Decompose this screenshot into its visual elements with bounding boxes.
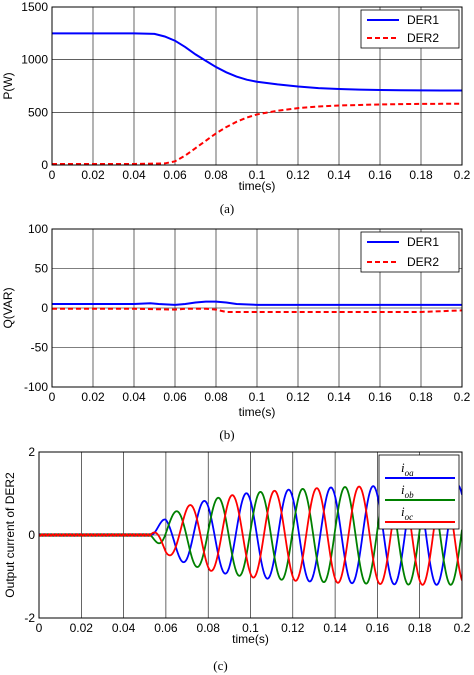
- x-tick-label: 0.04: [122, 390, 146, 404]
- x-tick-label: 0.04: [122, 168, 146, 182]
- x-tick-label: 0.2: [454, 168, 471, 182]
- x-tick-label: 0.08: [197, 621, 221, 635]
- y-axis-label: Output current of DER2: [3, 472, 17, 598]
- legend: DER1 DER2: [360, 231, 460, 273]
- x-tick-label: 0.08: [204, 390, 228, 404]
- x-tick-label: 0.04: [112, 621, 136, 635]
- series-line-der2: [52, 307, 462, 313]
- y-tick-label: -50: [31, 341, 49, 355]
- x-tick-label: 0.14: [323, 621, 347, 635]
- y-tick-label: 100: [28, 222, 48, 236]
- legend-box: [378, 454, 460, 530]
- y-tick-label: -2: [24, 611, 35, 625]
- x-tick-label: 0.2: [454, 621, 471, 635]
- x-tick-label: 0: [49, 390, 56, 404]
- y-tick-label: 0: [28, 528, 35, 542]
- y-tick-label: 500: [28, 105, 48, 119]
- x-tick-label: 0.02: [81, 168, 105, 182]
- x-axis-label: time(s): [232, 632, 269, 646]
- x-tick-label: 0: [49, 168, 56, 182]
- panel-caption: (a): [220, 201, 234, 216]
- x-tick-label: 0.16: [368, 390, 392, 404]
- x-tick-label: 0.1: [249, 390, 266, 404]
- y-axis-label: Q(VAR): [1, 287, 15, 328]
- x-tick-label: 0.16: [366, 621, 390, 635]
- panel-caption: (b): [219, 427, 234, 442]
- panel-caption: (c): [213, 658, 227, 673]
- x-tick-label: 0.06: [163, 390, 187, 404]
- y-tick-label: -100: [24, 380, 48, 394]
- legend: DER1 DER2: [360, 9, 460, 49]
- series-line-der1: [52, 300, 462, 306]
- x-tick-label: 0.06: [154, 621, 178, 635]
- y-tick-label: 0: [41, 301, 48, 315]
- legend-label: DER2: [407, 255, 439, 269]
- x-tick-label: 0.06: [163, 168, 187, 182]
- x-tick-label: 0.1: [242, 621, 259, 635]
- x-tick-label: 0.14: [327, 168, 351, 182]
- series-group: [52, 32, 462, 165]
- legend-box: [360, 9, 460, 49]
- y-tick-label: 1000: [21, 53, 48, 67]
- x-tick-label: 0.12: [281, 621, 305, 635]
- x-tick-label: 0.12: [286, 168, 310, 182]
- x-tick-label: 0.18: [408, 621, 432, 635]
- y-tick-label: 1500: [21, 0, 48, 14]
- axes-frame: [51, 6, 463, 166]
- y-tick-label: 0: [41, 158, 48, 172]
- x-axis-label: time(s): [239, 179, 276, 193]
- y-axis-label: P(W): [1, 72, 15, 99]
- series-line-der2: [52, 102, 462, 165]
- x-tick-label: 0.1: [249, 168, 266, 182]
- x-tick-label: 0.14: [327, 390, 351, 404]
- series-line-ioc: [39, 484, 462, 586]
- x-tick-label: 0.08: [204, 168, 228, 182]
- x-tick-label: 0.2: [454, 390, 471, 404]
- y-tick-label: 50: [35, 262, 49, 276]
- panel-b-reactive-power: 0 0.02 0.04 0.06 0.08 0.1 0.12 0.14 0.16 0.18 0.2 -…: [1, 222, 471, 442]
- x-tick-label: 0.02: [81, 390, 105, 404]
- series-group: [52, 300, 462, 313]
- panel-c-output-current: 0 0.02 0.04 0.06 0.08 0.1 0.12 0.14 0.16 0.18 0.2 -…: [3, 445, 471, 673]
- x-tick-label: 0.02: [70, 621, 94, 635]
- axes-frame: [51, 228, 463, 388]
- legend-label: DER1: [407, 235, 439, 249]
- x-tick-label: 0.16: [368, 168, 392, 182]
- y-tick-label: 2: [28, 445, 35, 459]
- x-tick-label: 0.18: [409, 390, 433, 404]
- x-tick-label: 0: [36, 621, 43, 635]
- panel-a-active-power: 0 0.02 0.04 0.06 0.08 0.1 0.12 0.14 0.16 0.18 0.2 0…: [1, 0, 471, 216]
- x-tick-label: 0.18: [409, 168, 433, 182]
- legend-label: DER2: [407, 31, 439, 45]
- x-tick-label: 0.12: [286, 390, 310, 404]
- series-line-der1: [52, 32, 462, 92]
- axes-frame: [38, 451, 463, 619]
- legend-box: [360, 231, 460, 273]
- x-axis-label: time(s): [239, 405, 276, 419]
- legend-label: DER1: [407, 13, 439, 27]
